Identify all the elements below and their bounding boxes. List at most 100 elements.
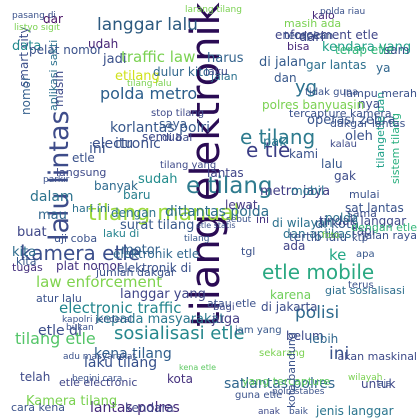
word-aja: aja xyxy=(378,379,392,389)
word-bisa: bisa xyxy=(287,40,310,53)
word-lewat: lewat xyxy=(225,198,258,212)
word-kota: kota xyxy=(167,372,193,386)
word-di-jalan: di jalan xyxy=(259,55,307,70)
word-tercapture-kamera: tercapture kamera xyxy=(289,107,392,120)
word-tilang-manual: tilang manual xyxy=(88,201,240,226)
word-nomor: nomor xyxy=(19,76,33,115)
word-begini-cara: begini cara xyxy=(72,374,123,384)
word-etle-electronic: etle electronic xyxy=(59,376,138,389)
word-e-tle: e tle xyxy=(246,138,291,162)
word-buat: buat xyxy=(17,225,47,240)
word-langsung: langsung xyxy=(56,166,107,179)
word-enforcement-etle: enforcement etle xyxy=(275,28,379,42)
word-terus: terus xyxy=(348,280,374,291)
word-surat-tilang: surat tilang xyxy=(120,218,195,233)
word-hari-ini: hari ini xyxy=(72,202,110,215)
word-akan-maskinal: akan maskinal xyxy=(337,350,417,363)
word-oleh: oleh xyxy=(345,129,373,144)
word-e-tilang: e tilang xyxy=(240,125,316,149)
word-tindak-langgar: tindak langgar xyxy=(319,214,407,228)
word-laku-di: laku di xyxy=(103,227,140,240)
word-saya: saya xyxy=(159,117,188,131)
word-gar-lantas: gar lantas xyxy=(306,58,367,72)
word-jalan: jalan xyxy=(211,70,238,83)
word-yang-tercapture: yang tercapture xyxy=(242,375,331,388)
word-electronic: electronic xyxy=(92,136,161,152)
word-foto: foto xyxy=(322,231,340,241)
word-elektronik-di: elektronik di xyxy=(117,261,192,275)
word-ini: ini xyxy=(329,344,350,364)
word-ini: ini xyxy=(89,141,106,157)
word-traffic-law: traffic law xyxy=(121,48,196,66)
word-kapolri-jenderal: kapolri jenderal xyxy=(62,315,133,325)
word-parkir: parkir xyxy=(43,175,70,185)
word-sosialisasi-etle: sosialisasi etle xyxy=(114,323,245,344)
word-banyak: banyak xyxy=(94,179,138,193)
word-dalam: dalam xyxy=(30,189,74,205)
word-lantas-polres: lantas polres xyxy=(90,400,180,416)
word-adu-masyarakat: adu masyarakat xyxy=(63,352,136,362)
word-guna-etle: guna etle xyxy=(235,390,283,401)
word-pasang-di: pasang di xyxy=(12,11,56,21)
word-ktp: ktp xyxy=(352,233,369,244)
word-korlantas-polri: korlantas polri xyxy=(110,120,211,136)
word-uji-coba: uji coba xyxy=(54,232,98,245)
word-masih: masih xyxy=(52,70,66,107)
word-lalu: lalu xyxy=(321,157,343,171)
word-larang-tilang: larang tilang xyxy=(185,5,242,15)
word-pak: pak xyxy=(263,135,287,150)
word-ya: ya xyxy=(376,61,391,75)
word-atau-etle: atau etle xyxy=(207,297,257,310)
word-etle: etle xyxy=(72,151,95,165)
word-kalau: kalau xyxy=(330,139,357,150)
word-etilang: etilang xyxy=(115,69,160,84)
word-telah: telah xyxy=(20,370,51,384)
word-kena-etle: kena etle xyxy=(179,363,216,372)
word-etle-mobile: etle mobile xyxy=(262,260,375,284)
word-electronic-traffic: electronic traffic xyxy=(59,299,182,317)
word-nya: nya xyxy=(358,97,381,111)
word-jumlah-dakgar: jumlah dakgar xyxy=(96,266,176,279)
word-di-wilayah: di wilayah xyxy=(272,216,333,230)
word-etle-statis: etle statis xyxy=(196,221,236,230)
word-masih-ada: masih ada xyxy=(284,17,342,30)
word-dar: dar xyxy=(43,12,63,26)
word-harus: harus xyxy=(207,51,244,66)
word-tilang-yang: tilang yang xyxy=(160,160,217,171)
word-kalo: kalo xyxy=(312,9,335,22)
word-giat-sosialisasi: giat sosialisasi xyxy=(325,284,405,297)
word-elektronik-etle: elektronik etle xyxy=(113,247,200,261)
word-sekarang: sekarang xyxy=(259,348,306,359)
word-satlantas-polres: satlantas polres xyxy=(224,376,336,392)
word-belum: belum xyxy=(286,329,324,343)
word-polda-metro: polda metro xyxy=(100,84,198,103)
word-anak: anak xyxy=(258,407,280,417)
word-semua: semua xyxy=(142,130,183,144)
word-mau: mau xyxy=(38,208,67,223)
word-kamera-tilang: Kamera tilang xyxy=(26,394,118,409)
word-dengan: dengan xyxy=(111,206,157,220)
word-langgar-yang: langgar yang xyxy=(120,287,206,302)
word-tilang-lalu: tilang lalu xyxy=(127,79,172,89)
word-di-kota: di kota xyxy=(315,217,360,232)
word-kendara: kendara xyxy=(125,401,174,415)
word-langgar-lalu: langgar lalu xyxy=(97,15,198,35)
word-juga: juga xyxy=(212,312,241,327)
word-motor: motor xyxy=(121,243,161,258)
word-udah: udah xyxy=(88,37,119,51)
word-apa: apa xyxy=(356,249,375,260)
word-mobil: mobil xyxy=(291,184,325,198)
word-kamera-etle: kamera etle xyxy=(20,241,141,265)
word-cara-kena: cara kena xyxy=(11,401,66,414)
word-wilayah: wilayah xyxy=(348,373,383,383)
word-tapi: tapi xyxy=(352,224,376,238)
word-kita: kita xyxy=(12,245,37,260)
word-e-tilang: e tilang xyxy=(186,173,273,199)
word-untuk: untuk xyxy=(361,377,396,391)
word-ditlantas-polda: ditlantas polda xyxy=(165,204,270,220)
word-terap-etle: terap etle xyxy=(335,43,394,57)
word-dan: dan xyxy=(274,71,297,85)
word-jadi: jadi xyxy=(103,52,127,67)
word-atur-lalu: atur lalu xyxy=(36,292,82,305)
